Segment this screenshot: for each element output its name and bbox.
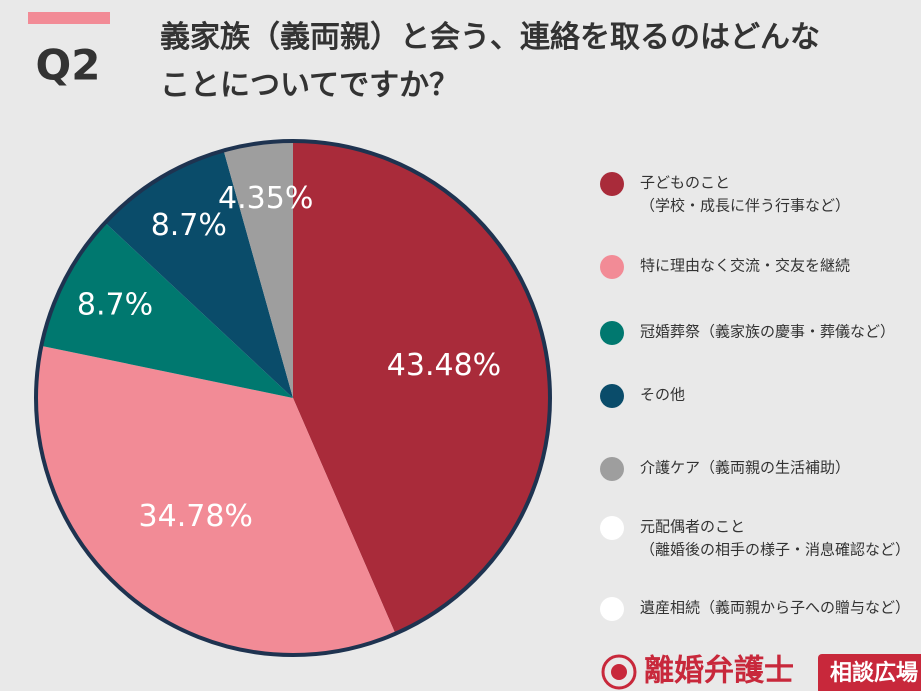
legend-label: 冠婚葬祭（義家族の慶事・葬儀など） [640, 323, 895, 341]
legend-swatch [600, 457, 624, 481]
legend-swatch [600, 321, 624, 345]
pie-slice [35, 345, 396, 655]
legend-label: 元配偶者のこと [640, 518, 745, 536]
pie-slice [105, 150, 293, 398]
badge-bar [28, 12, 110, 24]
legend-swatch [600, 597, 624, 621]
pie-border [34, 139, 552, 657]
value-label: 8.7% [151, 208, 227, 243]
brand-emblem [611, 664, 627, 680]
legend-swatch [600, 172, 624, 196]
legend-swatch [600, 516, 624, 540]
legend-label: 遺産相続（義両親から子への贈与など） [640, 599, 910, 617]
legend-swatch [600, 384, 624, 408]
pie-slice [293, 141, 551, 634]
legend-label: （離婚後の相手の様子・消息確認など） [640, 541, 910, 559]
badge: Q2 [36, 41, 101, 90]
pie-slice [223, 141, 293, 398]
legend-label: その他 [640, 386, 685, 404]
legend-label: （学校・成長に伴う行事など） [640, 197, 850, 215]
value-label: 43.48% [387, 348, 501, 383]
legend-label: 子どものこと [640, 174, 730, 192]
legend-label: 介護ケア（義両親の生活補助） [640, 459, 850, 477]
pie-slice [41, 222, 293, 398]
value-label: 4.35% [218, 181, 313, 216]
brand-name: 離婚弁護士 [644, 654, 794, 689]
chart-title: 義家族（義両親）と会う、連絡を取るのはどんなことについてですか？ [160, 20, 820, 103]
value-label: 8.7% [77, 287, 153, 322]
legend-label: 特に理由なく交流・交友を継続 [640, 257, 850, 275]
value-label: 34.78% [139, 499, 253, 534]
legend: 子どものこと （学校・成長に伴う行事など） 特に理由なく交流・交友を継続冠婚葬祭（義… [600, 172, 910, 621]
brand-tag: 相談広場 [830, 660, 918, 686]
pie: 43.48%34.78%8.7%8.7%4.35% [34, 139, 552, 657]
legend-swatch [600, 255, 624, 279]
brand-box [818, 654, 921, 691]
brand-emblem [601, 654, 637, 690]
